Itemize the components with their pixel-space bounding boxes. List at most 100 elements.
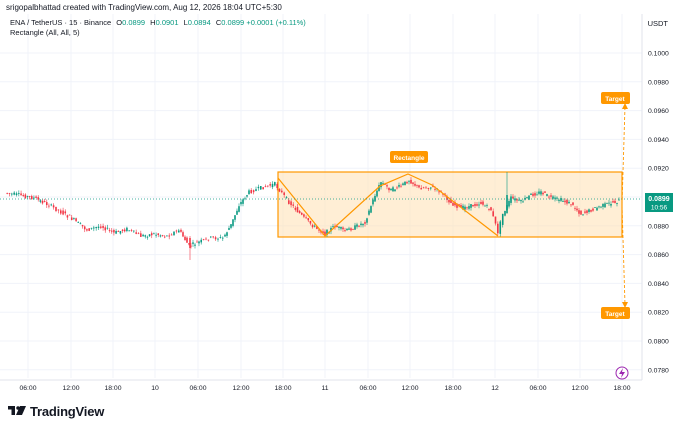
- candle: [18, 190, 20, 197]
- candle: [536, 191, 538, 196]
- candle: [186, 236, 188, 243]
- candle: [618, 197, 620, 201]
- candle: [170, 233, 173, 236]
- candle: [566, 198, 568, 206]
- candle: [552, 194, 554, 200]
- time-axis-tick: 06:00: [19, 385, 36, 392]
- candle: [180, 228, 182, 233]
- candle: [546, 193, 548, 197]
- candle: [352, 228, 354, 231]
- candle: [224, 233, 226, 238]
- time-axis-tick: 12:00: [571, 385, 588, 392]
- candle: [73, 217, 75, 221]
- candle: [294, 205, 297, 212]
- candle: [246, 194, 248, 198]
- candle: [564, 198, 566, 205]
- candle: [572, 202, 574, 206]
- candle: [318, 228, 320, 233]
- candle: [137, 232, 140, 235]
- target-projection-up: [621, 105, 626, 206]
- candle: [148, 234, 151, 237]
- candle: [250, 188, 252, 194]
- tradingview-logo[interactable]: TradingView: [8, 404, 104, 419]
- candle: [11, 192, 13, 197]
- candle: [210, 236, 212, 239]
- candle: [604, 201, 606, 208]
- candle: [66, 214, 69, 220]
- candle: [606, 202, 608, 204]
- time-axis[interactable]: 06:00 12:00 18:00 10 06:00 12:00 18:00 11 06:00 1…: [19, 385, 630, 392]
- chart-area[interactable]: Rectangle Target Target 0.1000 0.0980 0.09…: [0, 14, 680, 398]
- candle: [360, 221, 362, 228]
- candle: [190, 242, 192, 249]
- candle: [311, 223, 314, 229]
- candle: [230, 224, 232, 230]
- candle: [468, 203, 470, 211]
- candle: [97, 223, 100, 231]
- candle: [494, 216, 497, 226]
- candle: [128, 230, 130, 232]
- candle: [188, 243, 190, 246]
- candle: [430, 187, 432, 191]
- candle: [269, 181, 271, 188]
- candle: [576, 205, 578, 212]
- candle: [582, 214, 584, 216]
- candle: [296, 204, 299, 213]
- candle: [106, 224, 109, 230]
- price-axis[interactable]: 0.10000.09800.09600.09400.09200.09000.08…: [648, 51, 669, 375]
- indicator-row[interactable]: Rectangle (All, All, 5): [10, 28, 306, 38]
- candle: [217, 237, 219, 242]
- target-down-label[interactable]: Target: [601, 307, 630, 319]
- candle: [115, 228, 117, 235]
- candle: [45, 199, 48, 208]
- candle: [356, 222, 358, 229]
- candle: [62, 207, 64, 216]
- price-axis-tick: 0.0960: [648, 108, 669, 115]
- candle: [13, 191, 15, 196]
- candle: [144, 234, 147, 239]
- candle: [392, 185, 394, 193]
- candle: [26, 195, 29, 199]
- open-value: 0.0899: [122, 18, 146, 27]
- time-axis-tick: 12:00: [232, 385, 249, 392]
- candle: [55, 206, 57, 213]
- candle: [159, 234, 162, 238]
- candle: [135, 229, 137, 235]
- candle: [57, 209, 60, 214]
- time-axis-tick: 11: [321, 385, 328, 392]
- candle: [522, 199, 524, 203]
- candle: [602, 203, 604, 210]
- price-axis-tick: 0.0980: [648, 79, 669, 86]
- candle: [70, 214, 73, 221]
- candle: [52, 203, 55, 210]
- candle: [6, 192, 8, 195]
- candle: [427, 187, 430, 191]
- rectangle-label[interactable]: Rectangle: [390, 151, 428, 163]
- candle: [588, 208, 590, 214]
- candle: [516, 198, 518, 204]
- target-up-label[interactable]: Target: [601, 92, 630, 104]
- candle: [358, 225, 360, 228]
- candle: [50, 203, 52, 207]
- candle: [123, 227, 126, 233]
- price-chart[interactable]: Rectangle Target Target 0.1000 0.0980 0.09…: [0, 14, 680, 398]
- candle: [420, 185, 422, 190]
- candle: [303, 213, 305, 219]
- candle: [48, 203, 50, 209]
- candle: [386, 183, 388, 190]
- candle: [556, 196, 558, 202]
- candle: [608, 199, 610, 206]
- candle: [146, 235, 149, 240]
- candle: [240, 199, 242, 207]
- candle: [8, 192, 11, 197]
- tradingview-logo-text: TradingView: [30, 404, 105, 419]
- price-axis-tick: 0.0880: [648, 223, 669, 230]
- lightning-icon[interactable]: [615, 366, 629, 380]
- candle: [568, 199, 570, 204]
- currency-label[interactable]: USDT: [647, 19, 668, 28]
- candle: [366, 217, 368, 225]
- candle: [342, 226, 344, 232]
- candle: [364, 220, 366, 227]
- candle: [390, 188, 392, 191]
- candle: [264, 184, 267, 188]
